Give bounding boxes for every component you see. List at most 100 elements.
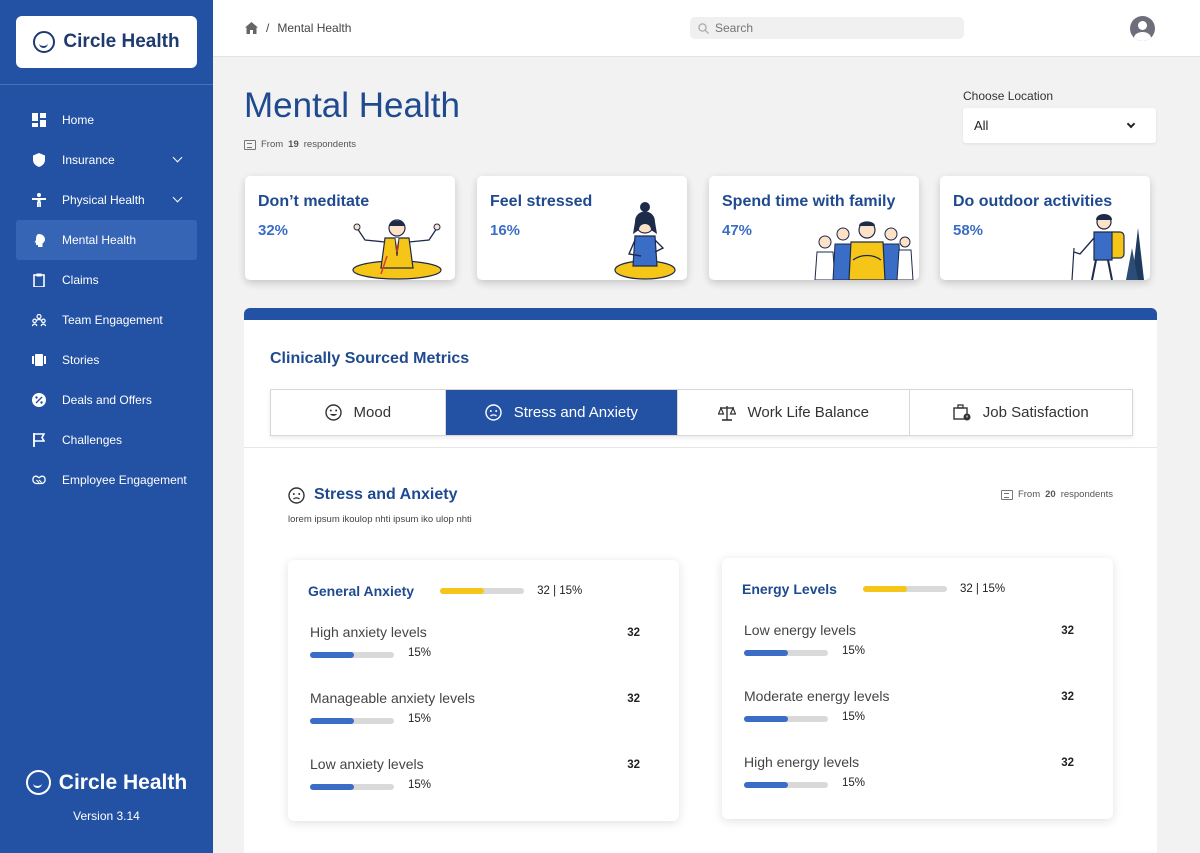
scale-icon <box>717 405 736 421</box>
tab-stress-and-anxiety[interactable]: Stress and Anxiety <box>445 390 679 435</box>
metric-card-energy-levels: Energy Levels 32 | 15% Low energy levels… <box>722 558 1113 819</box>
breadcrumb-current: Mental Health <box>277 21 352 35</box>
stat-label: Feel stressed <box>490 193 593 210</box>
metric-summary: 32 | 15% <box>537 585 583 597</box>
search-input[interactable] <box>715 21 945 35</box>
survey-icon <box>1000 489 1013 500</box>
sidebar-item-challenges[interactable]: Challenges <box>16 420 197 460</box>
sidebar-item-employee-engagement[interactable]: Employee Engagement <box>16 460 197 500</box>
brand-name: Circle Health <box>63 31 180 52</box>
metric-row-bar <box>310 718 394 724</box>
metric-row: High energy levels 32 15% <box>744 754 1074 804</box>
metric-row-label: High energy levels <box>744 754 860 770</box>
metric-row-label: Moderate energy levels <box>744 688 890 704</box>
metric-row-percent: 15% <box>842 777 866 789</box>
metric-row-bar-fill <box>310 784 354 790</box>
stat-label: Do outdoor activities <box>953 193 1113 210</box>
stat-value: 32% <box>258 222 289 239</box>
metric-row-percent: 15% <box>842 711 866 723</box>
metric-card-general-anxiety: General Anxiety 32 | 15% High anxiety le… <box>288 560 679 821</box>
chevron-down-icon[interactable] <box>172 192 183 203</box>
sidebar-item-label: Team Engagement <box>62 313 163 327</box>
breadcrumb: / Mental Health <box>245 21 351 35</box>
metric-row-count: 32 <box>627 693 640 705</box>
footer-brand-name: Circle Health <box>58 770 188 794</box>
sidebar: Circle Health Home Insurance Physical He… <box>0 0 213 853</box>
briefcase-icon <box>953 404 971 421</box>
family-group-illustration <box>814 221 914 280</box>
circle-logo-icon <box>25 770 51 795</box>
discount-icon <box>32 393 46 407</box>
hiker-illustration <box>1071 214 1144 280</box>
tab-job-satisfaction[interactable]: Job Satisfaction <box>910 390 1132 435</box>
stat-card-feel-stressed[interactable]: Feel stressed 16% <box>477 176 687 280</box>
stat-value: 58% <box>953 222 984 239</box>
tab-label: Stress and Anxiety <box>513 404 638 421</box>
metric-summary: 32 | 15% <box>959 583 1006 595</box>
metric-row-count: 32 <box>1061 691 1074 703</box>
metric-row-label: Low anxiety levels <box>310 756 424 772</box>
home-icon[interactable] <box>245 22 258 34</box>
smile-icon <box>324 404 342 421</box>
sidebar-item-deals-and-offers[interactable]: Deals and Offers <box>16 380 197 420</box>
sidebar-item-insurance[interactable]: Insurance <box>16 140 197 180</box>
metric-row-bar-fill <box>744 716 788 722</box>
metric-row-bar <box>310 784 394 790</box>
page-title: Mental Health <box>244 86 460 125</box>
metric-row-count: 32 <box>627 759 640 771</box>
handshake-icon <box>32 473 46 487</box>
metric-row-bar <box>310 652 394 658</box>
sidebar-item-mental-health[interactable]: Mental Health <box>16 220 197 260</box>
section-title: Stress and Anxiety <box>288 486 457 504</box>
sidebar-item-stories[interactable]: Stories <box>16 340 197 380</box>
sidebar-nav: Home Insurance Physical Health Mental He… <box>16 100 197 500</box>
section-description: lorem ipsum ikoulop nhti ipsum iko ulop … <box>288 514 472 525</box>
sidebar-item-physical-health[interactable]: Physical Health <box>16 180 197 220</box>
flag-icon <box>32 433 46 447</box>
stat-label: Spend time with family <box>722 193 896 210</box>
brand-logo[interactable]: Circle Health <box>16 16 197 68</box>
sidebar-item-home[interactable]: Home <box>16 100 197 140</box>
metric-row-percent: 15% <box>408 779 432 791</box>
sidebar-item-team-engagement[interactable]: Team Engagement <box>16 300 197 340</box>
meditating-man-illustration <box>352 219 442 280</box>
metric-row-bar <box>744 782 828 788</box>
tab-mood[interactable]: Mood <box>271 390 446 435</box>
stories-icon <box>32 353 46 367</box>
sidebar-item-label: Claims <box>62 273 99 287</box>
respondents-prefix: From <box>1017 489 1041 500</box>
location-select[interactable]: All <box>963 108 1156 143</box>
metric-row-label: Low energy levels <box>744 622 857 638</box>
person-icon <box>32 193 46 207</box>
stat-card-dont-meditate[interactable]: Don’t meditate 32% <box>245 176 455 280</box>
metric-tabs: Mood Stress and Anxiety Work Life Balanc… <box>270 389 1133 436</box>
search-bar[interactable] <box>690 17 964 39</box>
chevron-down-icon[interactable] <box>172 152 183 163</box>
stat-card-family-time[interactable]: Spend time with family 47% <box>709 176 919 280</box>
sidebar-item-label: Deals and Offers <box>62 393 152 407</box>
respondents-count: 20 <box>1045 489 1056 500</box>
metric-row: Low energy levels 32 15% <box>744 622 1074 672</box>
panel-title: Clinically Sourced Metrics <box>270 350 470 367</box>
metric-summary-bar-fill <box>440 588 484 594</box>
search-icon <box>698 22 709 34</box>
sidebar-item-claims[interactable]: Claims <box>16 260 197 300</box>
metric-card-header: Energy Levels 32 | 15% <box>742 581 1005 597</box>
metric-row-percent: 15% <box>842 645 866 657</box>
metric-row-bar <box>744 650 828 656</box>
tab-work-life-balance[interactable]: Work Life Balance <box>678 390 910 435</box>
metric-row-bar-fill <box>310 718 354 724</box>
sidebar-item-label: Challenges <box>62 433 123 447</box>
breadcrumb-separator: / <box>266 21 270 35</box>
metric-row: High anxiety levels 32 15% <box>310 624 640 674</box>
stat-card-outdoor-activities[interactable]: Do outdoor activities 58% <box>940 176 1150 280</box>
respondents-suffix: respondents <box>1060 489 1113 500</box>
location-label: Choose Location <box>963 89 1054 103</box>
chevron-down-icon <box>1126 119 1136 129</box>
user-avatar[interactable] <box>1130 16 1155 41</box>
sidebar-item-label: Mental Health <box>62 233 137 247</box>
sidebar-divider <box>0 84 213 85</box>
shield-icon <box>32 153 46 167</box>
respondents-info: From 19 respondents <box>244 139 356 150</box>
sidebar-item-label: Insurance <box>62 153 115 167</box>
